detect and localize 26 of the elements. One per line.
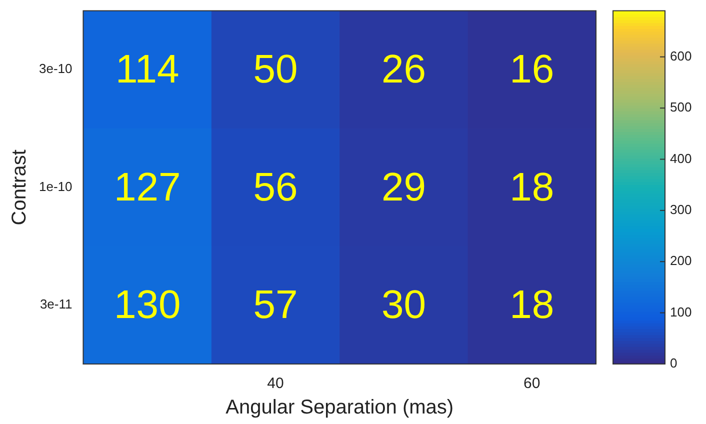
y-tick-label: 3e-10 [39,61,72,76]
data-label: 57 [253,283,298,328]
color-bar-label: 200 [670,253,692,268]
y-axis-title: Contrast [8,149,31,226]
data-label: 29 [381,165,426,210]
color-bar-label: 100 [670,304,692,320]
color-bar-label: 400 [670,150,692,166]
data-label: 56 [253,165,298,210]
color-bar-label: 500 [670,100,692,115]
y-tick-label: 1e-10 [39,178,72,194]
data-label: 127 [114,165,181,210]
data-label: 114 [115,48,180,92]
data-label: 50 [253,48,298,92]
data-label: 30 [381,283,426,328]
data-label: 18 [510,165,554,210]
x-tick-label: 40 [267,375,284,392]
data-label: 16 [510,48,554,92]
data-label: 26 [381,48,426,92]
x-axis-title: Angular Separation (mas) [226,396,454,419]
x-tick-label: 60 [524,375,540,392]
y-tick-label: 3e-11 [40,296,72,312]
color-bar-label: 600 [670,48,692,64]
data-label: 130 [114,283,181,328]
color-bar-label: 300 [670,202,692,218]
color-bar-label: 0 [670,356,678,371]
data-label: 18 [510,283,554,328]
